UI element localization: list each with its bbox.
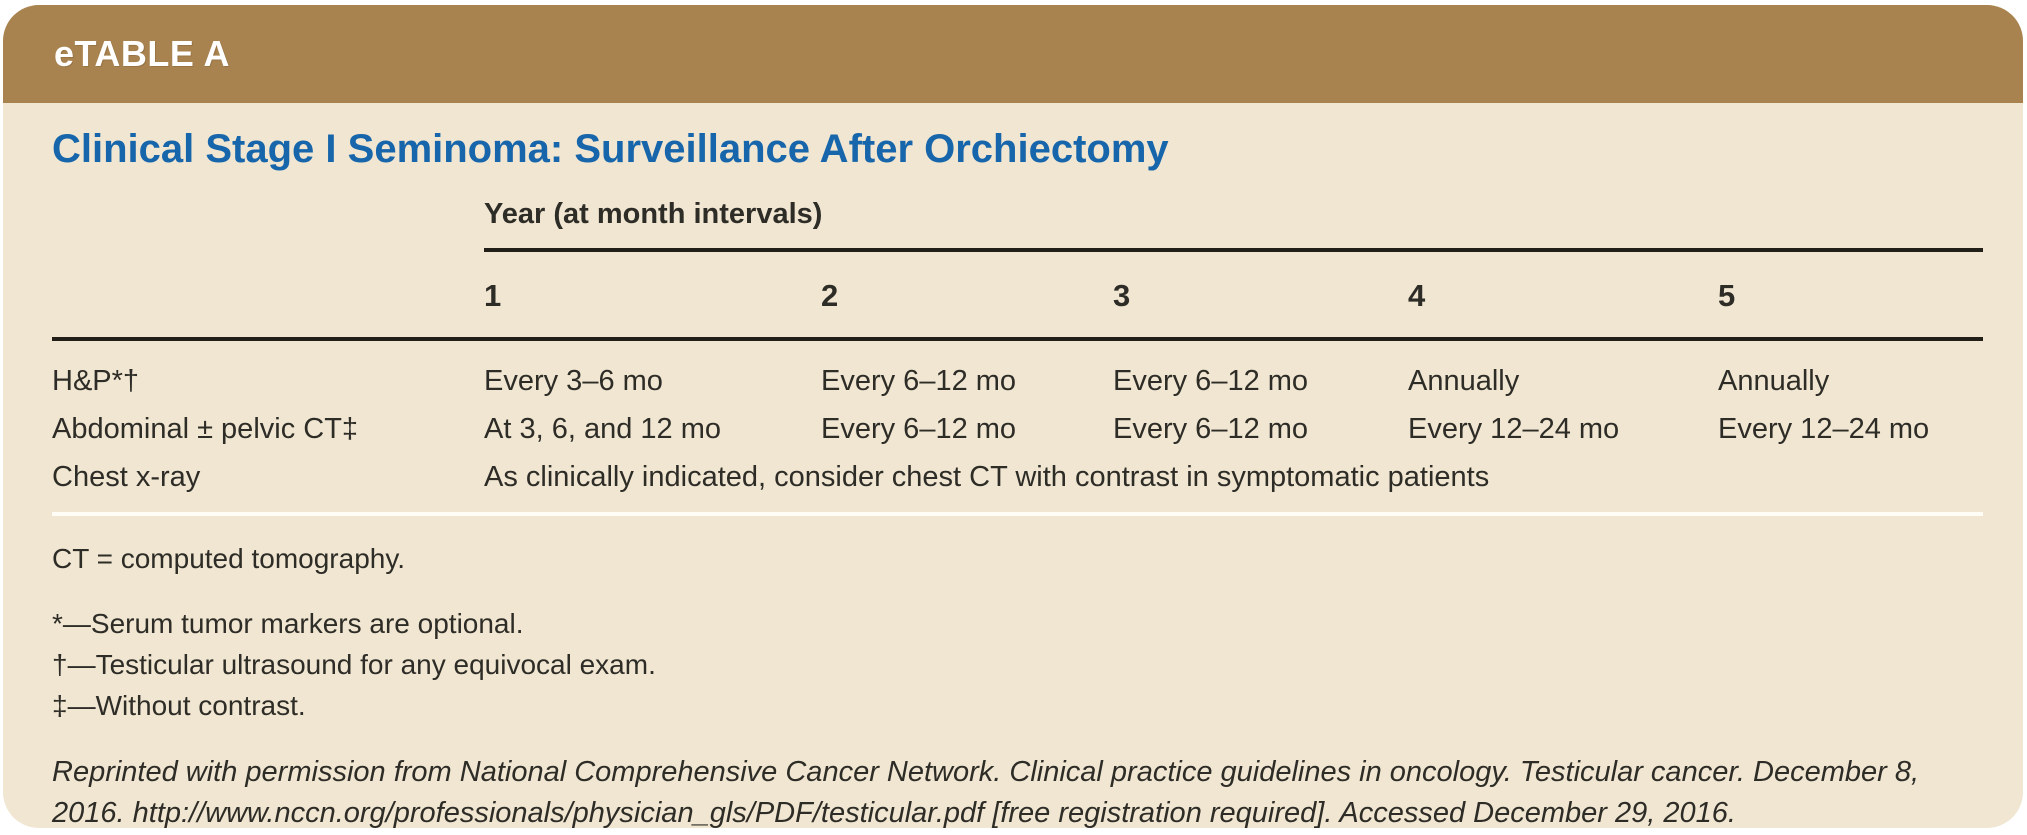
column-header-spacer	[52, 252, 484, 341]
card-header-bar: eTABLE A	[3, 5, 2023, 103]
column-header-year-1: 1	[484, 252, 821, 341]
footnote-double-dagger: ‡—Without contrast.	[52, 690, 306, 721]
column-header-year-5: 5	[1718, 252, 1983, 341]
column-header-year-3: 3	[1113, 252, 1408, 341]
table-cell: Every 6–12 mo	[821, 413, 1017, 445]
row-label-abdominal-ct: Abdominal ± pelvic CT‡	[52, 413, 359, 445]
table-cell: Annually	[1718, 365, 1830, 397]
card-body: Clinical Stage I Seminoma: Surveillance …	[3, 103, 2023, 828]
table-cell: Every 6–12 mo	[1113, 365, 1309, 397]
group-header: Year (at month intervals)	[484, 198, 1983, 252]
group-header-spacer	[52, 198, 484, 252]
row-label-chest-xray: Chest x-ray	[52, 461, 201, 493]
table-cell: At 3, 6, and 12 mo	[484, 413, 721, 445]
etable-card: eTABLE A Clinical Stage I Seminoma: Surv…	[3, 5, 2023, 828]
abbreviation-note: CT = computed tomography.	[52, 543, 406, 574]
table-cell: Every 12–24 mo	[1718, 413, 1930, 445]
symbol-footnotes: *—Serum tumor markers are optional. †—Te…	[52, 603, 1980, 726]
table-cell: Every 6–12 mo	[821, 365, 1017, 397]
column-header-year-2: 2	[821, 252, 1113, 341]
table-cell: Every 6–12 mo	[1113, 413, 1309, 445]
table-cell: Annually	[1408, 365, 1520, 397]
footer-divider-rule	[52, 512, 1983, 516]
table-cell: Every 3–6 mo	[484, 365, 663, 397]
footnote-dagger: †—Testicular ultrasound for any equivoca…	[52, 649, 656, 680]
page-title: Clinical Stage I Seminoma: Surveillance …	[52, 127, 1169, 171]
row-label-hp: H&P*†	[52, 365, 140, 397]
column-header-year-4: 4	[1408, 252, 1718, 341]
etable-label: eTABLE A	[54, 33, 231, 74]
table-cell-spanning: As clinically indicated, consider chest …	[484, 461, 1490, 493]
citation-text: Reprinted with permission from National …	[52, 756, 1920, 828]
table-cell: Every 12–24 mo	[1408, 413, 1620, 445]
footnote-asterisk: *—Serum tumor markers are optional.	[52, 608, 524, 639]
surveillance-table: Year (at month intervals) 1 2 3 4 5 H&P*…	[52, 198, 1983, 501]
